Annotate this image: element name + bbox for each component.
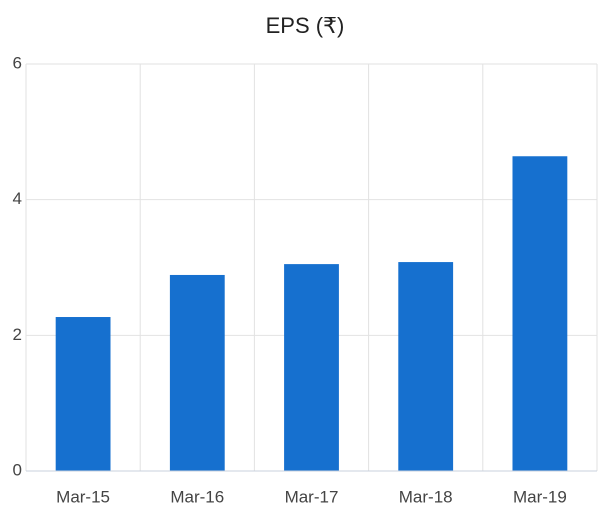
x-tick-label: Mar-19 bbox=[513, 487, 567, 506]
bar bbox=[398, 262, 454, 471]
bar bbox=[55, 317, 111, 471]
y-tick-label: 6 bbox=[13, 53, 22, 72]
y-tick-label: 2 bbox=[13, 325, 22, 344]
chart-title: EPS (₹) bbox=[266, 13, 345, 38]
x-tick-label: Mar-18 bbox=[399, 487, 453, 506]
y-tick-label: 4 bbox=[13, 189, 22, 208]
y-tick-label: 0 bbox=[13, 460, 22, 479]
bar bbox=[512, 156, 568, 471]
bar bbox=[169, 274, 225, 471]
bar bbox=[284, 264, 339, 471]
x-tick-label: Mar-15 bbox=[56, 487, 110, 506]
x-tick-label: Mar-16 bbox=[170, 487, 224, 506]
x-tick-label: Mar-17 bbox=[285, 487, 339, 506]
